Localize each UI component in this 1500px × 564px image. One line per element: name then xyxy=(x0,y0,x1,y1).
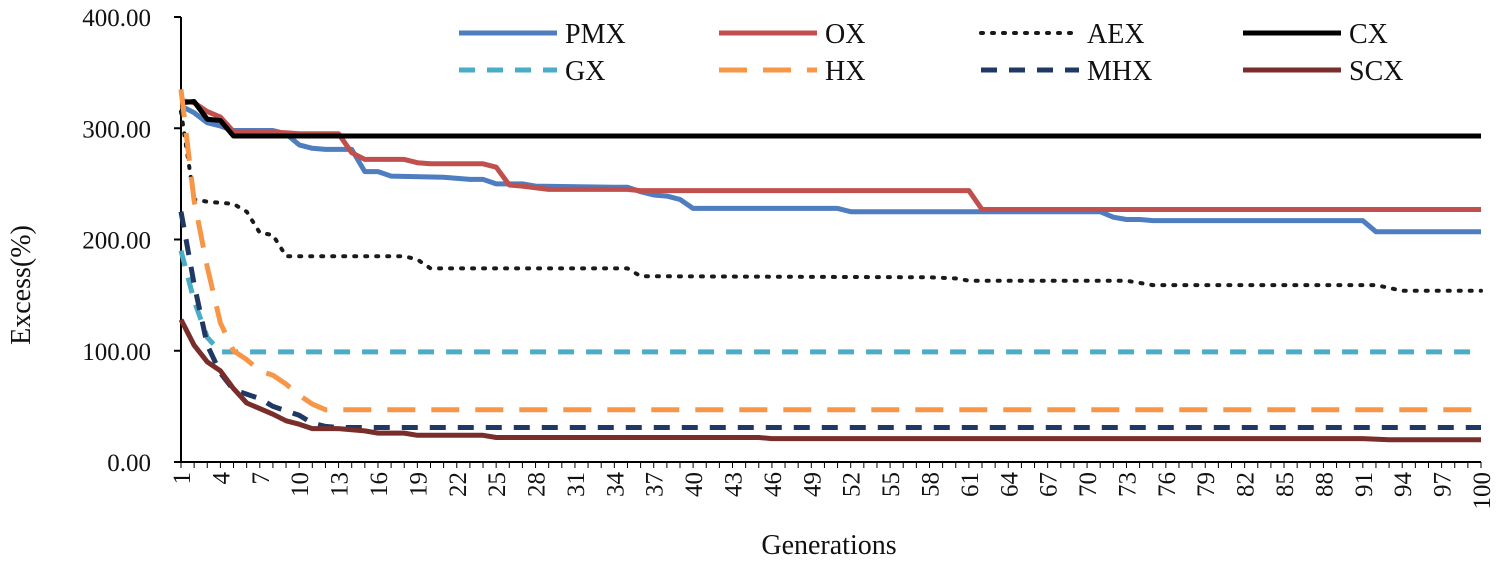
legend: PMX OX AEX CX GX HX MHX SCX xyxy=(459,19,1403,87)
legend-item-ox: OX xyxy=(719,19,865,50)
legend-label: MHX xyxy=(1087,56,1152,87)
legend-item-hx: HX xyxy=(719,56,865,87)
y-axis-title: Excess(%) xyxy=(6,225,37,345)
series-pmx-line xyxy=(179,103,1481,235)
x-tick-label: 88 xyxy=(1311,472,1338,497)
x-tick-label: 22 xyxy=(445,472,472,497)
series-layer xyxy=(178,89,1483,443)
x-tick-label: 94 xyxy=(1390,472,1417,498)
legend-label: AEX xyxy=(1087,19,1145,50)
legend-label: CX xyxy=(1349,19,1388,50)
legend-item-mhx: MHX xyxy=(981,56,1152,87)
x-tick-label: 76 xyxy=(1154,472,1181,497)
series-gx-line xyxy=(178,249,1481,355)
y-tick-label: 0.00 xyxy=(107,450,151,477)
x-tick-label: 79 xyxy=(1193,472,1220,497)
x-tick-label: 34 xyxy=(602,472,629,498)
legend-label: PMX xyxy=(565,19,626,50)
x-tick-label: 97 xyxy=(1430,472,1457,497)
series-scx-line xyxy=(178,318,1481,443)
x-tick-label: 4 xyxy=(208,472,235,485)
y-tick-label: 200.00 xyxy=(82,228,151,255)
legend-item-gx: GX xyxy=(459,56,605,87)
x-tick-label: 67 xyxy=(1036,472,1063,497)
legend-label: OX xyxy=(825,19,865,50)
x-tick-label: 82 xyxy=(1233,472,1260,497)
legend-label: HX xyxy=(825,56,865,87)
x-tick-label: 70 xyxy=(1075,472,1102,497)
x-tick-label: 43 xyxy=(721,472,748,497)
series-cx-line xyxy=(180,99,1481,139)
legend-item-cx: CX xyxy=(1243,19,1388,50)
series-hx-line xyxy=(178,89,1481,413)
x-axis-title: Generations xyxy=(761,530,896,561)
x-tick-label: 61 xyxy=(957,472,984,497)
x-tick-label: 25 xyxy=(484,472,511,497)
x-tick-label: 49 xyxy=(799,472,826,497)
legend-label: SCX xyxy=(1349,56,1403,87)
legend-label: GX xyxy=(565,56,605,87)
x-tick-label: 1 xyxy=(169,472,196,485)
x-tick-label: 64 xyxy=(996,472,1023,498)
x-tick-label: 52 xyxy=(839,472,866,497)
legend-item-aex: AEX xyxy=(979,19,1145,50)
legend-item-scx: SCX xyxy=(1243,56,1403,87)
x-tick-label: 28 xyxy=(524,472,551,497)
x-tick-label: 100 xyxy=(1469,472,1496,510)
x-tick-label: 46 xyxy=(760,472,787,497)
x-tick-label: 91 xyxy=(1351,472,1378,497)
x-tick-label: 13 xyxy=(327,472,354,497)
x-tick-label: 31 xyxy=(563,472,590,497)
x-tick-label: 37 xyxy=(642,472,669,497)
x-tick-label: 55 xyxy=(878,472,905,497)
x-axis: 1 4 7 10 13 16 19 22 25 28 31 34 37 40 43 46 49 52 55 58 61 6… xyxy=(169,461,1496,510)
y-tick-label: 300.00 xyxy=(82,116,151,143)
x-tick-label: 16 xyxy=(366,472,393,497)
y-tick-label: 400.00 xyxy=(82,5,151,32)
legend-item-pmx: PMX xyxy=(459,19,626,50)
x-tick-label: 10 xyxy=(287,472,314,497)
x-tick-label: 40 xyxy=(681,472,708,497)
x-tick-label: 7 xyxy=(248,472,275,485)
series-aex-line xyxy=(179,109,1483,293)
x-tick-label: 73 xyxy=(1114,472,1141,497)
x-tick-label: 85 xyxy=(1272,472,1299,497)
series-mhx-line xyxy=(178,211,1481,430)
y-tick-label: 100.00 xyxy=(82,339,151,366)
x-tick-label: 19 xyxy=(405,472,432,497)
y-axis: 0.00 100.00 200.00 300.00 400.00 xyxy=(82,5,182,477)
series-ox-line xyxy=(180,97,1481,212)
x-tick-label: 58 xyxy=(917,472,944,497)
